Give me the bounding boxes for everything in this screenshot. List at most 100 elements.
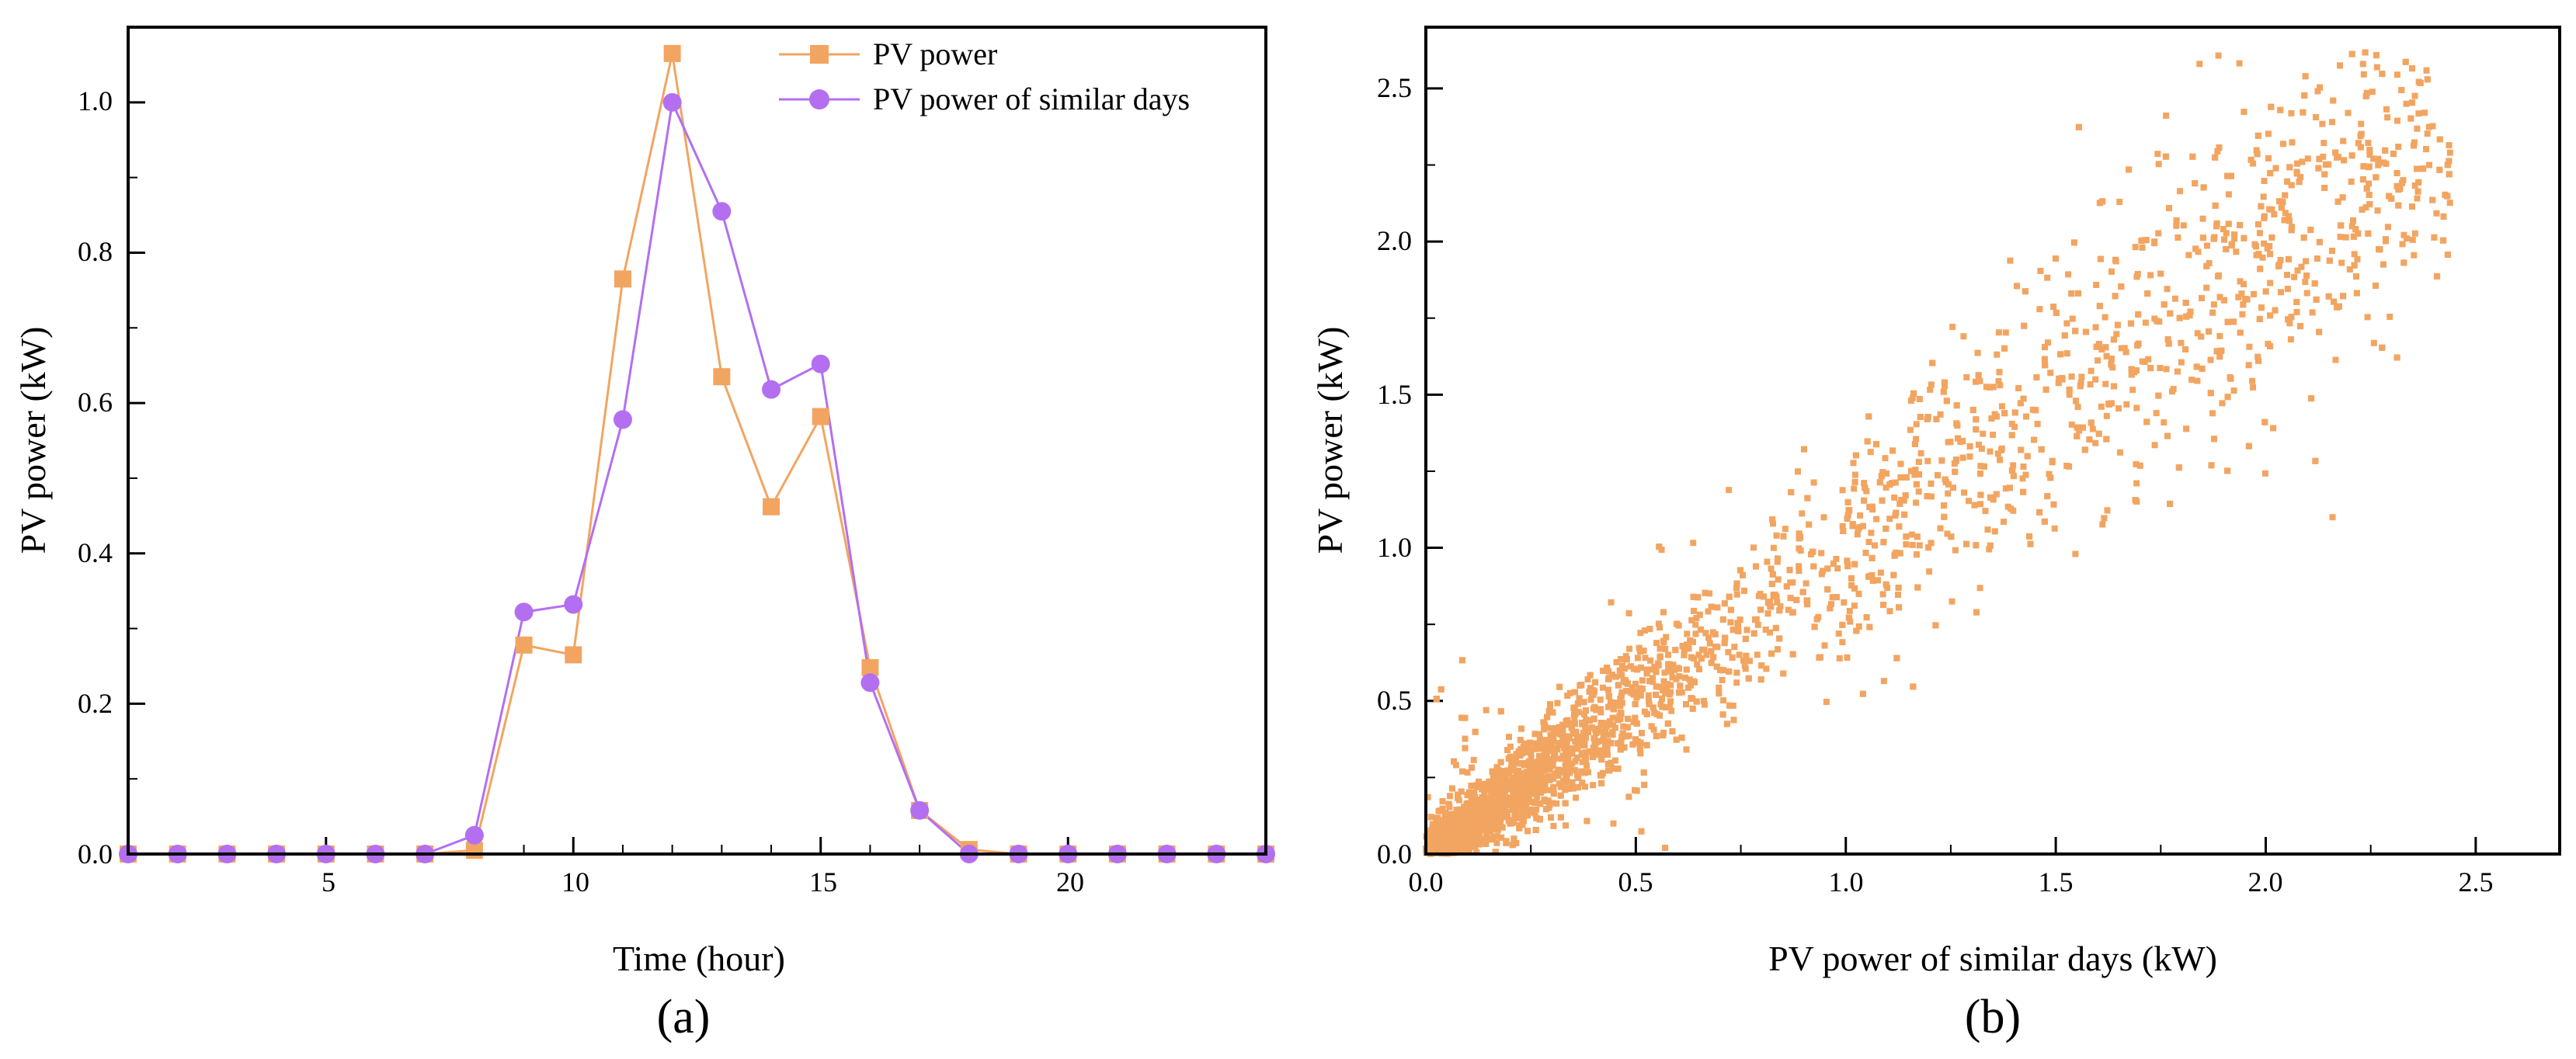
scatter-point (1740, 657, 1747, 664)
scatter-point (2143, 418, 2150, 425)
scatter-point (1663, 704, 1670, 710)
scatter-point (2185, 252, 2192, 259)
scatter-point (2092, 439, 2099, 446)
scatter-point (1969, 407, 1976, 414)
scatter-point (1569, 760, 1576, 767)
scatter-point (1847, 618, 1854, 625)
scatter-point (2359, 207, 2366, 213)
scatter-point (1667, 698, 1674, 705)
scatter-point (1553, 800, 1560, 807)
scatter-point (1747, 658, 1753, 665)
scatter-point (1472, 843, 1479, 850)
series-0-point-9 (565, 646, 582, 664)
scatter-point (2074, 404, 2081, 411)
scatter-point (1973, 426, 1980, 433)
scatter-point (2241, 109, 2247, 115)
scatter-point (1855, 623, 1862, 630)
scatter-point (1434, 834, 1441, 841)
scatter-point (1600, 668, 1607, 674)
scatter-point (1549, 709, 1556, 716)
scatter-point (2049, 459, 2056, 466)
scatter-point (2366, 201, 2373, 208)
scatter-point (1754, 621, 1761, 628)
scatter-point (1733, 669, 1740, 676)
scatter-point (1458, 814, 1465, 821)
series-0-point-10 (614, 270, 631, 288)
scatter-point (1582, 783, 1588, 790)
scatter-point (2027, 540, 2034, 547)
scatter-point (1907, 426, 1914, 433)
series-1-point-7 (464, 825, 484, 845)
scatter-point (1511, 759, 1518, 766)
scatter-point (1984, 526, 1991, 533)
scatter-point (1509, 755, 1516, 762)
scatter-point (2284, 286, 2291, 293)
scatter-point (2200, 184, 2207, 191)
scatter-point (1586, 717, 1593, 724)
scatter-point (1536, 731, 1543, 738)
scatter-point (1676, 673, 1683, 680)
scatter-point (1636, 644, 1643, 651)
scatter-point (2223, 246, 2230, 252)
scatter-point (1721, 600, 1728, 607)
scatter-point (1717, 666, 1723, 673)
scatter-point (2132, 497, 2139, 504)
scatter-point (2421, 109, 2428, 116)
scatter-point (2409, 65, 2415, 72)
scatter-point (1702, 630, 1709, 637)
scatter-point (1973, 609, 1980, 616)
scatter-point (1924, 493, 1931, 500)
scatter-point (1672, 647, 1679, 654)
scatter-point (1572, 710, 1579, 717)
scatter-point (2225, 191, 2232, 198)
scatter-point (2424, 130, 2431, 137)
scatter-point (1639, 677, 1646, 684)
scatter-point (1835, 630, 1842, 637)
scatter-point (1608, 740, 1615, 747)
scatter-point (1592, 679, 1599, 686)
scatter-point (1490, 807, 1497, 814)
scatter-point (2042, 362, 2049, 369)
scatter-point (1429, 825, 1436, 832)
scatter-point (1510, 776, 1517, 783)
scatter-point (1978, 445, 1985, 452)
scatter-point (1455, 794, 1462, 801)
scatter-point (1714, 644, 1721, 651)
scatter-point (1820, 514, 1827, 521)
scatter-point (1653, 668, 1660, 675)
scatter-point (1767, 599, 1773, 606)
scatter-point (2312, 457, 2319, 464)
scatter-point (2302, 73, 2309, 80)
scatter-point (2370, 155, 2377, 162)
series-1-point-14 (811, 354, 830, 373)
scatter-point (2415, 179, 2422, 186)
scatter-point (1817, 654, 1823, 661)
scatter-point (1767, 602, 1774, 609)
scatter-point (1714, 604, 1721, 611)
scatter-point (1656, 624, 1663, 631)
scatter-point (1810, 563, 1817, 570)
scatter-point (1470, 839, 1477, 845)
scatter-point (2115, 405, 2122, 411)
a-panel-label: (a) (657, 991, 711, 1043)
scatter-point (1548, 725, 1554, 731)
scatter-point (2212, 202, 2219, 209)
scatter-point (1742, 635, 1749, 642)
scatter-point (1900, 497, 1907, 504)
scatter-point (2316, 238, 2323, 245)
scatter-point (2207, 356, 2214, 363)
scatter-point (1803, 580, 1809, 587)
scatter-point (1743, 652, 1750, 659)
scatter-point (2095, 357, 2101, 364)
scatter-point (1890, 571, 1897, 578)
scatter-point (2108, 356, 2115, 363)
scatter-point (2444, 193, 2451, 200)
scatter-point (1549, 737, 1556, 744)
scatter-point (1893, 549, 1900, 556)
scatter-point (1646, 697, 1652, 704)
scatter-point (2395, 202, 2402, 209)
scatter-point (2355, 230, 2362, 237)
scatter-point (1857, 512, 1864, 519)
scatter-point (1829, 594, 1836, 601)
scatter-point (2414, 165, 2421, 172)
